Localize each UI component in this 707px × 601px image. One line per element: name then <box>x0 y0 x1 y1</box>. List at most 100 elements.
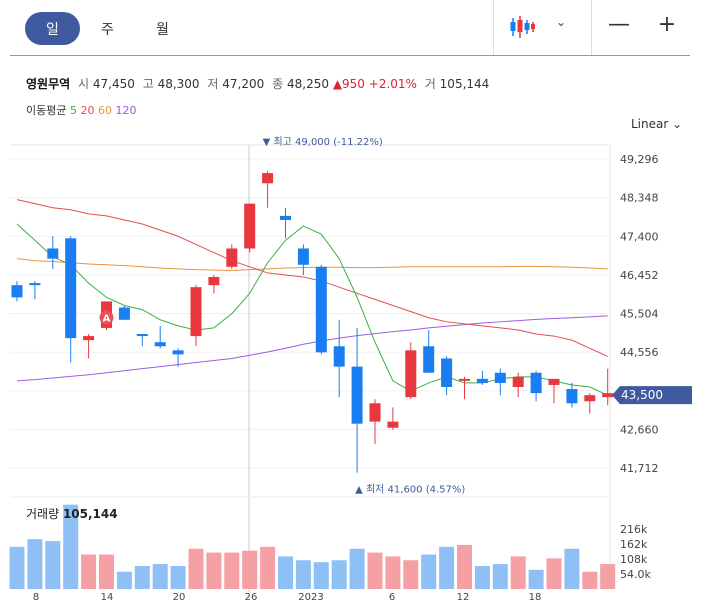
y-tick-label: 42,660 <box>620 423 659 436</box>
annotation-label: A <box>103 314 111 325</box>
candle-body <box>530 372 542 394</box>
x-tick-label: 12 <box>457 592 470 601</box>
volume-bar <box>492 564 508 589</box>
candle-body <box>512 376 524 388</box>
candle-body <box>226 248 238 267</box>
volume-bar <box>349 548 365 589</box>
y-tick-label: 47,400 <box>620 230 659 243</box>
volume-bar <box>367 552 383 589</box>
scale-dropdown[interactable]: Linear ⌄ <box>631 117 682 131</box>
x-tick-label: 20 <box>173 592 186 601</box>
candle-body <box>423 346 435 373</box>
change-percent: +2.01% <box>368 77 417 91</box>
candle-body <box>333 346 345 367</box>
y-tick-label: 41,712 <box>620 462 659 475</box>
candle-body <box>494 372 506 383</box>
tab-month[interactable]: 월 <box>156 21 169 38</box>
ma120-line <box>16 315 608 382</box>
ma5-line <box>16 223 608 396</box>
toolbar-divider-line <box>10 55 690 56</box>
volume-bar <box>278 556 293 589</box>
ma60-label: 60 <box>97 104 112 117</box>
zoom-out-button[interactable]: — <box>608 12 630 37</box>
volume-tick-label: 54.0k <box>620 568 651 581</box>
volume-bar <box>9 546 25 589</box>
ma-label: 이동평균 <box>26 104 67 117</box>
candle-body <box>83 336 95 341</box>
x-tick-label: 2023 <box>298 592 323 601</box>
y-tick-label: 46,452 <box>620 269 659 282</box>
volume-bar <box>313 562 329 589</box>
volume-bar <box>116 571 132 589</box>
volume-bar <box>331 560 347 589</box>
candle-body <box>584 395 596 402</box>
volume-title-label: 거래량 <box>26 507 60 521</box>
candle-body <box>244 203 256 249</box>
volume-tick-label: 162k <box>620 538 648 551</box>
x-tick-label: 6 <box>389 592 395 601</box>
ma20-label: 20 <box>80 104 95 117</box>
candle-body <box>208 276 220 286</box>
close-value: 48,250 <box>286 77 329 91</box>
candle-body <box>351 366 363 424</box>
candle-body <box>369 403 381 422</box>
volume-bar <box>600 564 616 589</box>
tab-day[interactable]: 일 <box>25 12 80 45</box>
tab-week[interactable]: 주 <box>101 21 114 38</box>
candlestick-icon[interactable] <box>508 14 536 40</box>
volume-bar <box>474 566 490 589</box>
volume-bar <box>564 548 580 589</box>
y-tick-label: 49,296 <box>620 153 659 166</box>
candle-body <box>405 350 417 398</box>
current-price-tag <box>612 386 692 405</box>
annotation-badge <box>99 310 114 325</box>
x-tick-label: 14 <box>101 592 114 601</box>
ma60-line <box>16 258 608 271</box>
change-value: ▲950 <box>332 77 365 91</box>
volume-bar <box>421 554 437 589</box>
volume-bar <box>403 560 419 589</box>
candle-body <box>172 350 184 355</box>
volume-bar <box>295 560 311 589</box>
x-tick-label: 8 <box>33 592 39 601</box>
volume-bar <box>582 571 598 589</box>
candle-body <box>315 266 327 353</box>
candle-body <box>262 173 274 184</box>
x-tick-label: 26 <box>245 592 258 601</box>
zoom-in-button[interactable]: + <box>657 12 677 37</box>
volume-bar <box>546 558 562 589</box>
low-value: 47,200 <box>222 77 265 91</box>
candle-body <box>297 248 309 265</box>
x-tick-label: 18 <box>529 592 542 601</box>
scale-label: Linear <box>631 117 669 131</box>
ma120-label: 120 <box>115 104 137 117</box>
volume-bar <box>27 539 43 589</box>
volume-bar <box>63 504 79 589</box>
volume-label: 거 <box>424 77 436 91</box>
volume-title: 거래량 105,144 <box>26 505 118 522</box>
candle-body <box>47 248 59 259</box>
candle-body <box>459 378 470 381</box>
volume-bar <box>152 564 168 589</box>
open-label: 시 <box>78 77 90 91</box>
chevron-down-icon[interactable]: ⌄ <box>556 15 567 29</box>
high-label: 고 <box>142 77 154 91</box>
volume-bar <box>81 554 97 589</box>
volume-bar <box>99 554 114 589</box>
y-tick-label: 48,348 <box>620 192 659 205</box>
toolbar-divider <box>591 0 592 56</box>
period-tabs: 일 주 월 <box>25 12 190 45</box>
quote-summary: 영원무역 시 47,450 고 48,300 저 47,200 종 48,250… <box>26 75 489 92</box>
volume-bar <box>385 556 401 589</box>
chevron-down-icon: ⌄ <box>672 117 683 131</box>
ma20-line <box>16 199 608 357</box>
ma5-label: 5 <box>69 104 77 117</box>
volume-bar <box>528 569 544 589</box>
volume-bar <box>188 548 204 589</box>
candle-body <box>190 287 202 337</box>
close-label: 종 <box>272 77 284 91</box>
candle-body <box>29 283 41 286</box>
candle-body <box>602 393 614 398</box>
volume-bar <box>439 546 455 589</box>
